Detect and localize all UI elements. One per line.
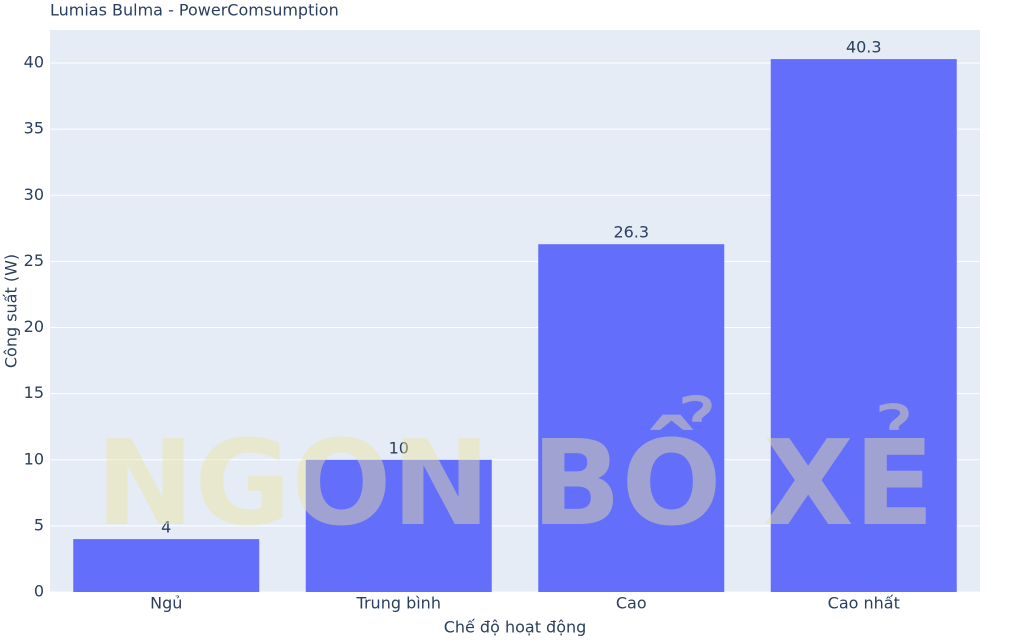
x-axis-label: Chế độ hoạt động	[444, 618, 587, 637]
value-label: 40.3	[846, 38, 882, 57]
bar	[538, 244, 725, 592]
y-tick-label: 30	[24, 185, 44, 204]
y-tick-label: 20	[24, 317, 44, 336]
y-tick-label: 15	[24, 383, 44, 402]
x-tick-label: Ngủ	[150, 594, 182, 613]
value-label: 4	[161, 518, 171, 537]
y-tick-label: 0	[34, 582, 44, 601]
x-tick-label: Trung bình	[356, 594, 441, 613]
chart-title: Lumias Bulma - PowerComsumption	[50, 1, 339, 20]
bar	[73, 539, 260, 592]
value-label: 10	[389, 438, 409, 457]
bar	[305, 459, 492, 592]
bars: 4 10 26.3 40.3	[73, 38, 957, 592]
y-tick-label: 10	[24, 449, 44, 468]
x-tick-label: Cao	[616, 594, 647, 613]
value-label: 26.3	[613, 223, 649, 242]
y-tick-label: 5	[34, 515, 44, 534]
watermark: NGON BỔ XẺ	[96, 395, 935, 552]
y-tick-label: 40	[24, 53, 44, 72]
bar	[770, 59, 957, 592]
y-axis-label: Công suất (W)	[2, 254, 21, 368]
y-tick-label: 25	[24, 251, 44, 270]
y-tick-label: 35	[24, 119, 44, 138]
x-tick-label: Cao nhất	[828, 594, 900, 613]
